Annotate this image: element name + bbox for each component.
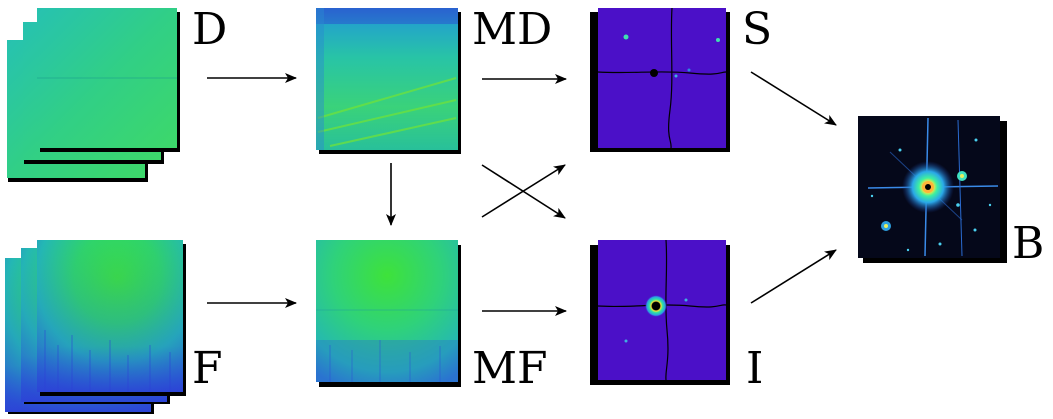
label-b: B (1012, 222, 1044, 266)
sky-frame-image (590, 8, 730, 152)
final-image (858, 116, 1007, 263)
dark-frames-stack (7, 8, 180, 182)
master-dark-image (316, 8, 461, 154)
flat-frames-stack (5, 240, 186, 414)
arrow-i-to-b (751, 250, 836, 303)
reduced-image (590, 240, 730, 385)
arrow-s-to-b (751, 72, 836, 125)
label-d: D (192, 8, 227, 52)
label-f: F (192, 347, 223, 391)
label-i: I (746, 347, 763, 391)
label-md: MD (472, 8, 552, 52)
label-s: S (742, 8, 772, 52)
label-mf: MF (472, 347, 548, 391)
master-flat-image (316, 240, 461, 387)
